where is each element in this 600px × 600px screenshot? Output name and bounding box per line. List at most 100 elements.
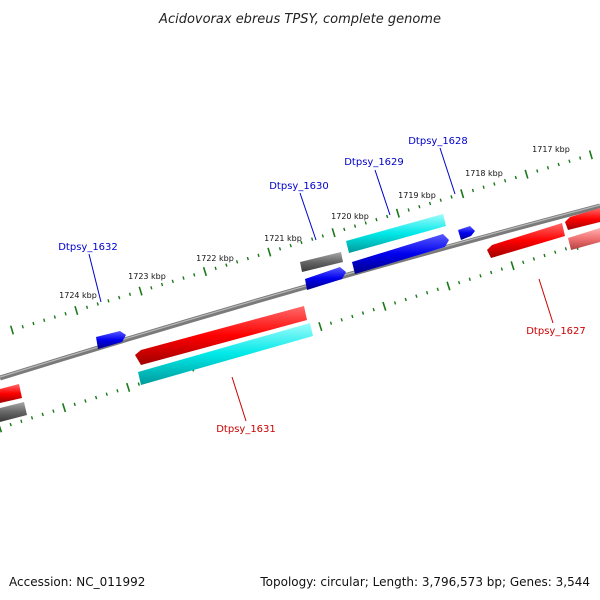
leader-dtpsy-1631: [231, 376, 247, 422]
kbp-label-1717: 1717 kbp: [532, 145, 570, 154]
outer-minor-tick: [482, 185, 485, 189]
gene-label-dtpsy-1631[interactable]: Dtpsy_1631: [216, 424, 276, 435]
outer-minor-tick: [107, 299, 110, 303]
gene-prev-gray-left[interactable]: [0, 402, 27, 422]
outer-minor-tick: [579, 156, 582, 160]
outer-minor-tick: [568, 159, 571, 163]
outer-minor-tick: [96, 302, 99, 306]
outer-minor-tick: [21, 325, 24, 329]
gene-dtpsy-1632[interactable]: [96, 331, 126, 349]
outer-major-tick: [9, 325, 15, 335]
outer-major-tick: [138, 286, 143, 296]
inner-minor-tick: [543, 253, 546, 258]
gene-dtpsy-1629-rna[interactable]: [346, 214, 446, 253]
kbp-label-1724: 1724 kbp: [59, 291, 97, 300]
inner-minor-tick: [361, 311, 365, 315]
inner-major-tick: [126, 382, 131, 392]
inner-major-tick: [382, 301, 387, 311]
inner-minor-tick: [500, 267, 503, 271]
outer-minor-tick: [150, 286, 153, 290]
inner-minor-tick: [372, 307, 375, 312]
gene-label-dtpsy-1630[interactable]: Dtpsy_1630: [269, 181, 329, 192]
kbp-label-1718: 1718 kbp: [465, 169, 503, 178]
outer-minor-tick: [439, 198, 442, 202]
outer-minor-tick: [182, 276, 185, 280]
inner-minor-tick: [457, 280, 461, 285]
outer-minor-tick: [32, 321, 35, 326]
gene-dtpsy-1628[interactable]: [458, 226, 475, 240]
inner-minor-tick: [340, 318, 343, 322]
outer-minor-tick: [53, 315, 56, 319]
outer-tick-ring: [9, 150, 593, 335]
gene-dtpsy-1630-other[interactable]: [300, 252, 343, 272]
leader-dtpsy-1630: [299, 192, 317, 241]
outer-minor-tick: [128, 292, 132, 297]
outer-minor-tick: [557, 162, 560, 167]
outer-minor-tick: [364, 221, 367, 225]
outer-minor-tick: [536, 169, 539, 173]
outer-minor-tick: [471, 188, 475, 193]
genome-summary-text: Topology: circular; Length: 3,796,573 bp…: [259, 575, 590, 589]
kbp-label-1719: 1719 kbp: [398, 191, 436, 200]
outer-minor-tick: [343, 227, 346, 232]
outer-major-tick: [395, 208, 400, 218]
gene-label-dtpsy-1629[interactable]: Dtpsy_1629: [344, 157, 404, 168]
inner-minor-tick: [116, 389, 119, 393]
outer-minor-tick: [375, 217, 378, 222]
outer-minor-tick: [493, 182, 496, 186]
outer-minor-tick: [246, 256, 249, 261]
gene-dtpsy-1631[interactable]: [135, 306, 307, 365]
outer-major-tick: [202, 267, 208, 277]
inner-minor-tick: [404, 297, 407, 302]
outer-minor-tick: [311, 237, 314, 241]
inner-major-tick: [510, 261, 515, 271]
gene-label-dtpsy-1627[interactable]: Dtpsy_1627: [526, 326, 586, 337]
inner-minor-tick: [425, 290, 429, 295]
inner-minor-tick: [479, 274, 482, 278]
kbp-label-1723: 1723 kbp: [128, 272, 166, 281]
kbp-label-1720: 1720 kbp: [331, 212, 369, 221]
outer-major-tick: [588, 150, 593, 160]
leader-dtpsy-1632: [88, 253, 102, 303]
outer-major-tick: [267, 247, 272, 257]
outer-minor-tick: [514, 175, 517, 180]
leader-dtpsy-1627: [538, 278, 554, 324]
inner-minor-tick: [84, 399, 87, 403]
gene-next-red-right[interactable]: [565, 208, 600, 230]
gene-label-dtpsy-1628[interactable]: Dtpsy_1628: [408, 136, 468, 147]
outer-minor-tick: [386, 214, 389, 219]
leader-dtpsy-1629: [374, 169, 391, 216]
outer-minor-tick: [214, 266, 217, 271]
genome-backbone: [0, 203, 600, 381]
inner-major-tick: [61, 403, 67, 413]
gene-dtpsy-1630[interactable]: [305, 267, 346, 290]
inner-minor-tick: [554, 250, 557, 254]
inner-minor-tick: [9, 422, 12, 427]
gene-dtpsy-1629[interactable]: [352, 234, 449, 274]
outer-minor-tick: [353, 224, 357, 228]
inner-minor-tick: [532, 257, 536, 261]
outer-minor-tick: [278, 247, 282, 251]
inner-minor-tick: [468, 277, 471, 282]
outer-minor-tick: [43, 318, 46, 322]
gene-dtpsy-1627[interactable]: [487, 223, 565, 258]
outer-major-tick: [460, 189, 465, 199]
gene-prev-red-left[interactable]: [0, 384, 22, 403]
gene-dtpsy-1631-rna[interactable]: [138, 323, 313, 385]
outer-minor-tick: [193, 273, 196, 277]
inner-minor-tick: [522, 260, 525, 265]
gene-next-pink-right[interactable]: [568, 228, 600, 250]
outer-minor-tick: [418, 204, 421, 209]
outer-minor-tick: [450, 195, 453, 199]
leader-dtpsy-1628: [439, 147, 456, 195]
inner-minor-tick: [351, 314, 354, 319]
outer-minor-tick: [85, 305, 89, 310]
outer-major-tick: [331, 228, 336, 238]
kbp-label-1721: 1721 kbp: [264, 234, 302, 243]
outer-minor-tick: [300, 240, 303, 245]
inner-minor-tick: [564, 247, 568, 251]
gene-label-dtpsy-1632[interactable]: Dtpsy_1632: [58, 242, 118, 253]
inner-major-tick: [446, 281, 451, 291]
map-title: Acidovorax ebreus TPSY, complete genome: [158, 12, 441, 27]
